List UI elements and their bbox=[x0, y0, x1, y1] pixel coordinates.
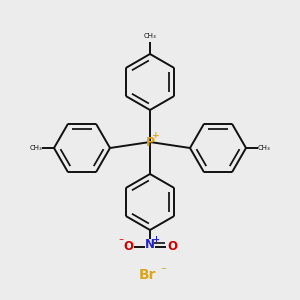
Text: +: + bbox=[152, 131, 160, 140]
Text: N: N bbox=[145, 238, 155, 250]
Text: O: O bbox=[123, 241, 133, 254]
Text: O: O bbox=[167, 241, 177, 254]
Text: P: P bbox=[146, 136, 154, 148]
Text: CH₃: CH₃ bbox=[144, 33, 156, 39]
Text: +: + bbox=[152, 235, 159, 244]
Text: CH₃: CH₃ bbox=[30, 145, 42, 151]
Text: Br: Br bbox=[139, 268, 157, 282]
Text: CH₃: CH₃ bbox=[258, 145, 270, 151]
Text: ⁻: ⁻ bbox=[160, 266, 166, 276]
Text: ⁻: ⁻ bbox=[118, 237, 124, 247]
